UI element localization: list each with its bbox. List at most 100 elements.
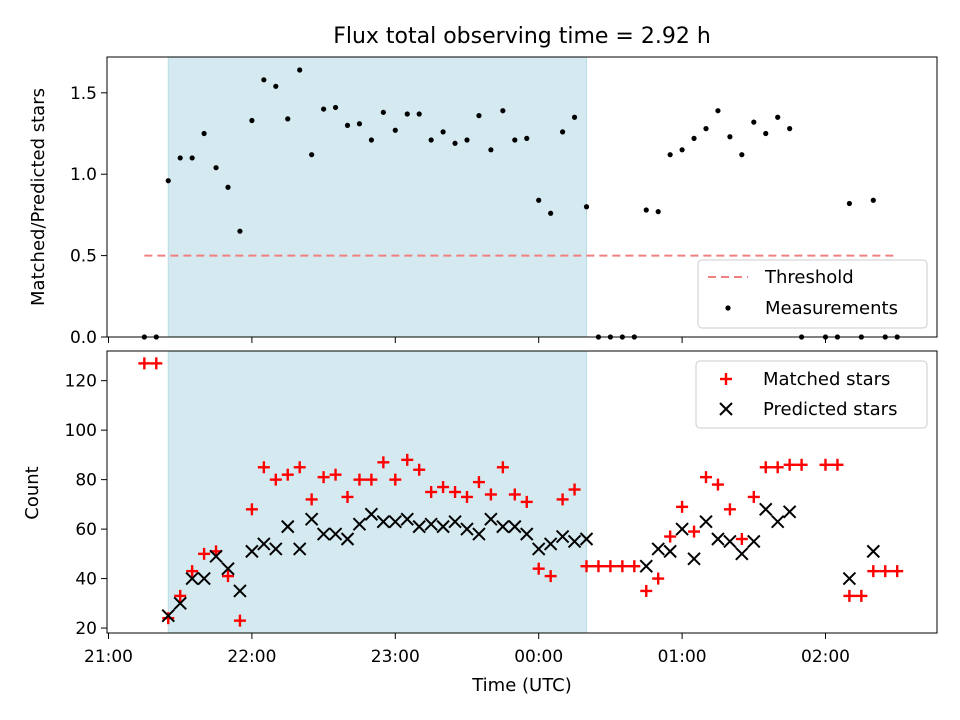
matched-stars-point <box>580 560 593 573</box>
matched-stars-point <box>556 493 569 506</box>
measurement-point <box>297 67 303 73</box>
predicted-stars-point <box>687 552 701 566</box>
measurement-point <box>679 147 685 153</box>
predicted-stars-point-b <box>436 519 450 534</box>
matched-stars-point <box>365 473 378 486</box>
predicted-stars-point-b <box>197 571 211 586</box>
matched-stars-point <box>879 565 892 578</box>
predicted-stars-point-b <box>257 537 271 551</box>
measurement-point <box>846 200 853 207</box>
matched-stars-point <box>771 461 784 474</box>
predicted-stars-point-b <box>687 552 701 566</box>
count-ticks: 20 40 60 80 100 120 21:00 22:00 23:00 00:00 01:00 0… <box>65 372 850 667</box>
predicted-stars-point-b <box>531 542 546 556</box>
matched-stars-point <box>198 547 211 560</box>
predicted-stars-point <box>735 547 749 561</box>
matched-stars-point <box>269 473 282 486</box>
predicted-stars-point-b <box>269 542 283 556</box>
predicted-stars-point-b <box>747 534 761 549</box>
measurement-point <box>727 134 733 140</box>
matched-stars-point <box>401 453 414 466</box>
count-y-tick-label: 40 <box>75 570 97 590</box>
predicted-stars-point <box>340 532 355 546</box>
measurement-point <box>703 126 709 132</box>
ratio-y-tick-label: 0.0 <box>70 328 97 348</box>
measurement-point <box>667 152 673 158</box>
measurement-point <box>356 121 363 127</box>
predicted-stars-point-b <box>376 514 391 529</box>
predicted-stars-point <box>663 544 677 559</box>
count-y-tick-label: 20 <box>75 619 97 639</box>
measurement-point <box>177 155 183 161</box>
predicted-stars-point <box>842 571 857 586</box>
matched-stars-point <box>233 614 246 627</box>
predicted-stars-point-b <box>508 519 522 534</box>
ratio-y-tick-label: 0.5 <box>70 247 97 267</box>
predicted-stars-point <box>304 512 319 526</box>
matched-stars-point <box>676 500 689 513</box>
ratio-y-tick-label: 1.5 <box>70 84 97 104</box>
predicted-stars-point <box>245 544 259 559</box>
count-marks <box>138 357 904 627</box>
measurement-point <box>344 122 351 128</box>
measurement-point <box>416 111 422 117</box>
measurements-legend-swatch <box>725 305 731 311</box>
predicted-stars-point <box>543 537 558 551</box>
predicted-stars-point <box>723 534 737 549</box>
count-x-tick-label: 23:00 <box>371 647 420 667</box>
predicted-stars-point <box>316 527 331 541</box>
predicted-stars-point <box>197 571 211 586</box>
predicted-stars-point <box>770 514 785 529</box>
count-x-tick-label: 22:00 <box>227 647 276 667</box>
measurement-point <box>201 130 207 137</box>
predicted-stars-point <box>651 542 665 556</box>
matched-stars-point <box>425 486 438 498</box>
threshold-legend-label: Threshold <box>764 267 854 288</box>
predicted-stars-point <box>711 532 725 546</box>
measurement-point <box>273 83 279 89</box>
matched-stars-point <box>735 533 748 545</box>
measurement-point <box>261 77 267 83</box>
predicted-stars-point-b <box>711 532 725 546</box>
predicted-stars-point-b <box>316 527 331 541</box>
matched-stars-point <box>688 525 701 538</box>
matched-stars-point <box>532 562 545 575</box>
predicted-stars-point-b <box>496 519 510 534</box>
measurement-point <box>404 111 410 117</box>
predicted-stars-point-b <box>579 532 594 546</box>
count-x-tick-label: 02:00 <box>801 647 850 667</box>
predicted-stars-point <box>233 584 247 598</box>
matched-legend-label: Matched stars <box>763 369 890 390</box>
measurement-point <box>524 135 530 141</box>
matched-stars-point <box>413 463 426 476</box>
predicted-stars-point <box>759 502 773 517</box>
matched-stars-point <box>162 612 175 625</box>
matched-stars-point <box>281 468 294 481</box>
measurement-point <box>380 109 386 115</box>
measurement-point <box>392 127 398 133</box>
measurement-point <box>583 204 590 210</box>
predicted-stars-point-b <box>448 514 462 529</box>
predicted-stars-point <box>579 532 594 546</box>
matched-stars-point <box>628 560 641 573</box>
predicted-stars-point-b <box>412 519 426 534</box>
predicted-stars-point-b <box>723 534 737 549</box>
matched-stars-point <box>831 458 844 471</box>
measurement-point <box>321 106 327 112</box>
predicted-stars-point <box>257 537 271 551</box>
predicted-stars-point-b <box>424 517 438 531</box>
predicted-stars-point-b <box>161 608 175 623</box>
predicted-stars-point-b <box>304 512 319 526</box>
predicted-stars-point <box>221 561 235 576</box>
predicted-stars-point <box>281 519 295 534</box>
measurement-point <box>763 130 769 137</box>
ratio-title: Flux total observing time = 2.92 h <box>333 24 711 49</box>
measurement-point <box>870 197 876 203</box>
measurement-point <box>249 117 255 124</box>
measurement-point <box>571 114 578 120</box>
predicted-stars-point-b <box>328 527 343 541</box>
measurement-point <box>332 104 339 111</box>
measurement-point <box>775 114 781 120</box>
predicted-stars-point-b <box>543 537 558 551</box>
